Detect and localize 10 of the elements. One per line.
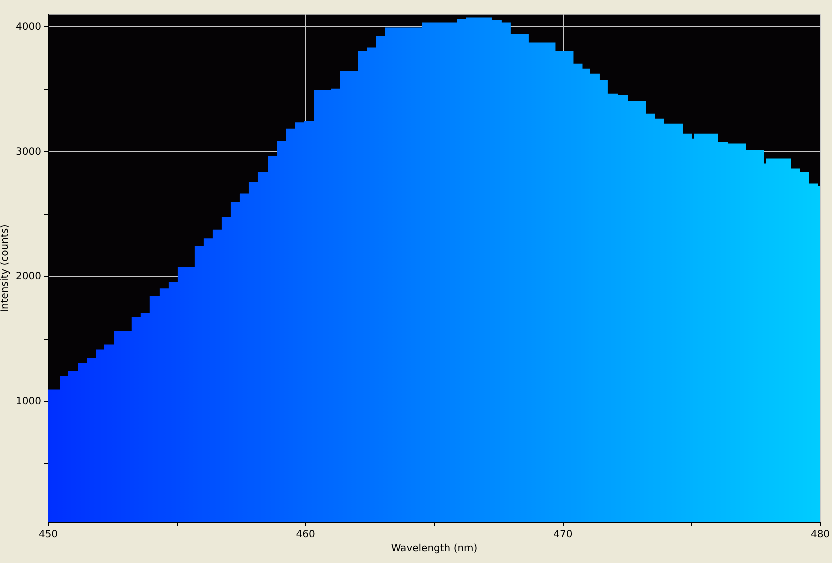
x-axis-title: Wavelength (nm) bbox=[391, 544, 478, 554]
y-tick-label: 3000 bbox=[16, 146, 42, 158]
x-tick-label: 470 bbox=[554, 530, 573, 540]
y-axis-title: Intensity (counts) bbox=[0, 224, 12, 312]
y-tick-label: 1000 bbox=[16, 396, 42, 408]
x-tick-label: 450 bbox=[38, 530, 58, 540]
y-tick-label: 4000 bbox=[16, 22, 42, 33]
x-tick-label: 480 bbox=[810, 530, 830, 540]
y-tick-label: 2000 bbox=[16, 272, 42, 283]
x-tick-label: 460 bbox=[296, 530, 316, 540]
